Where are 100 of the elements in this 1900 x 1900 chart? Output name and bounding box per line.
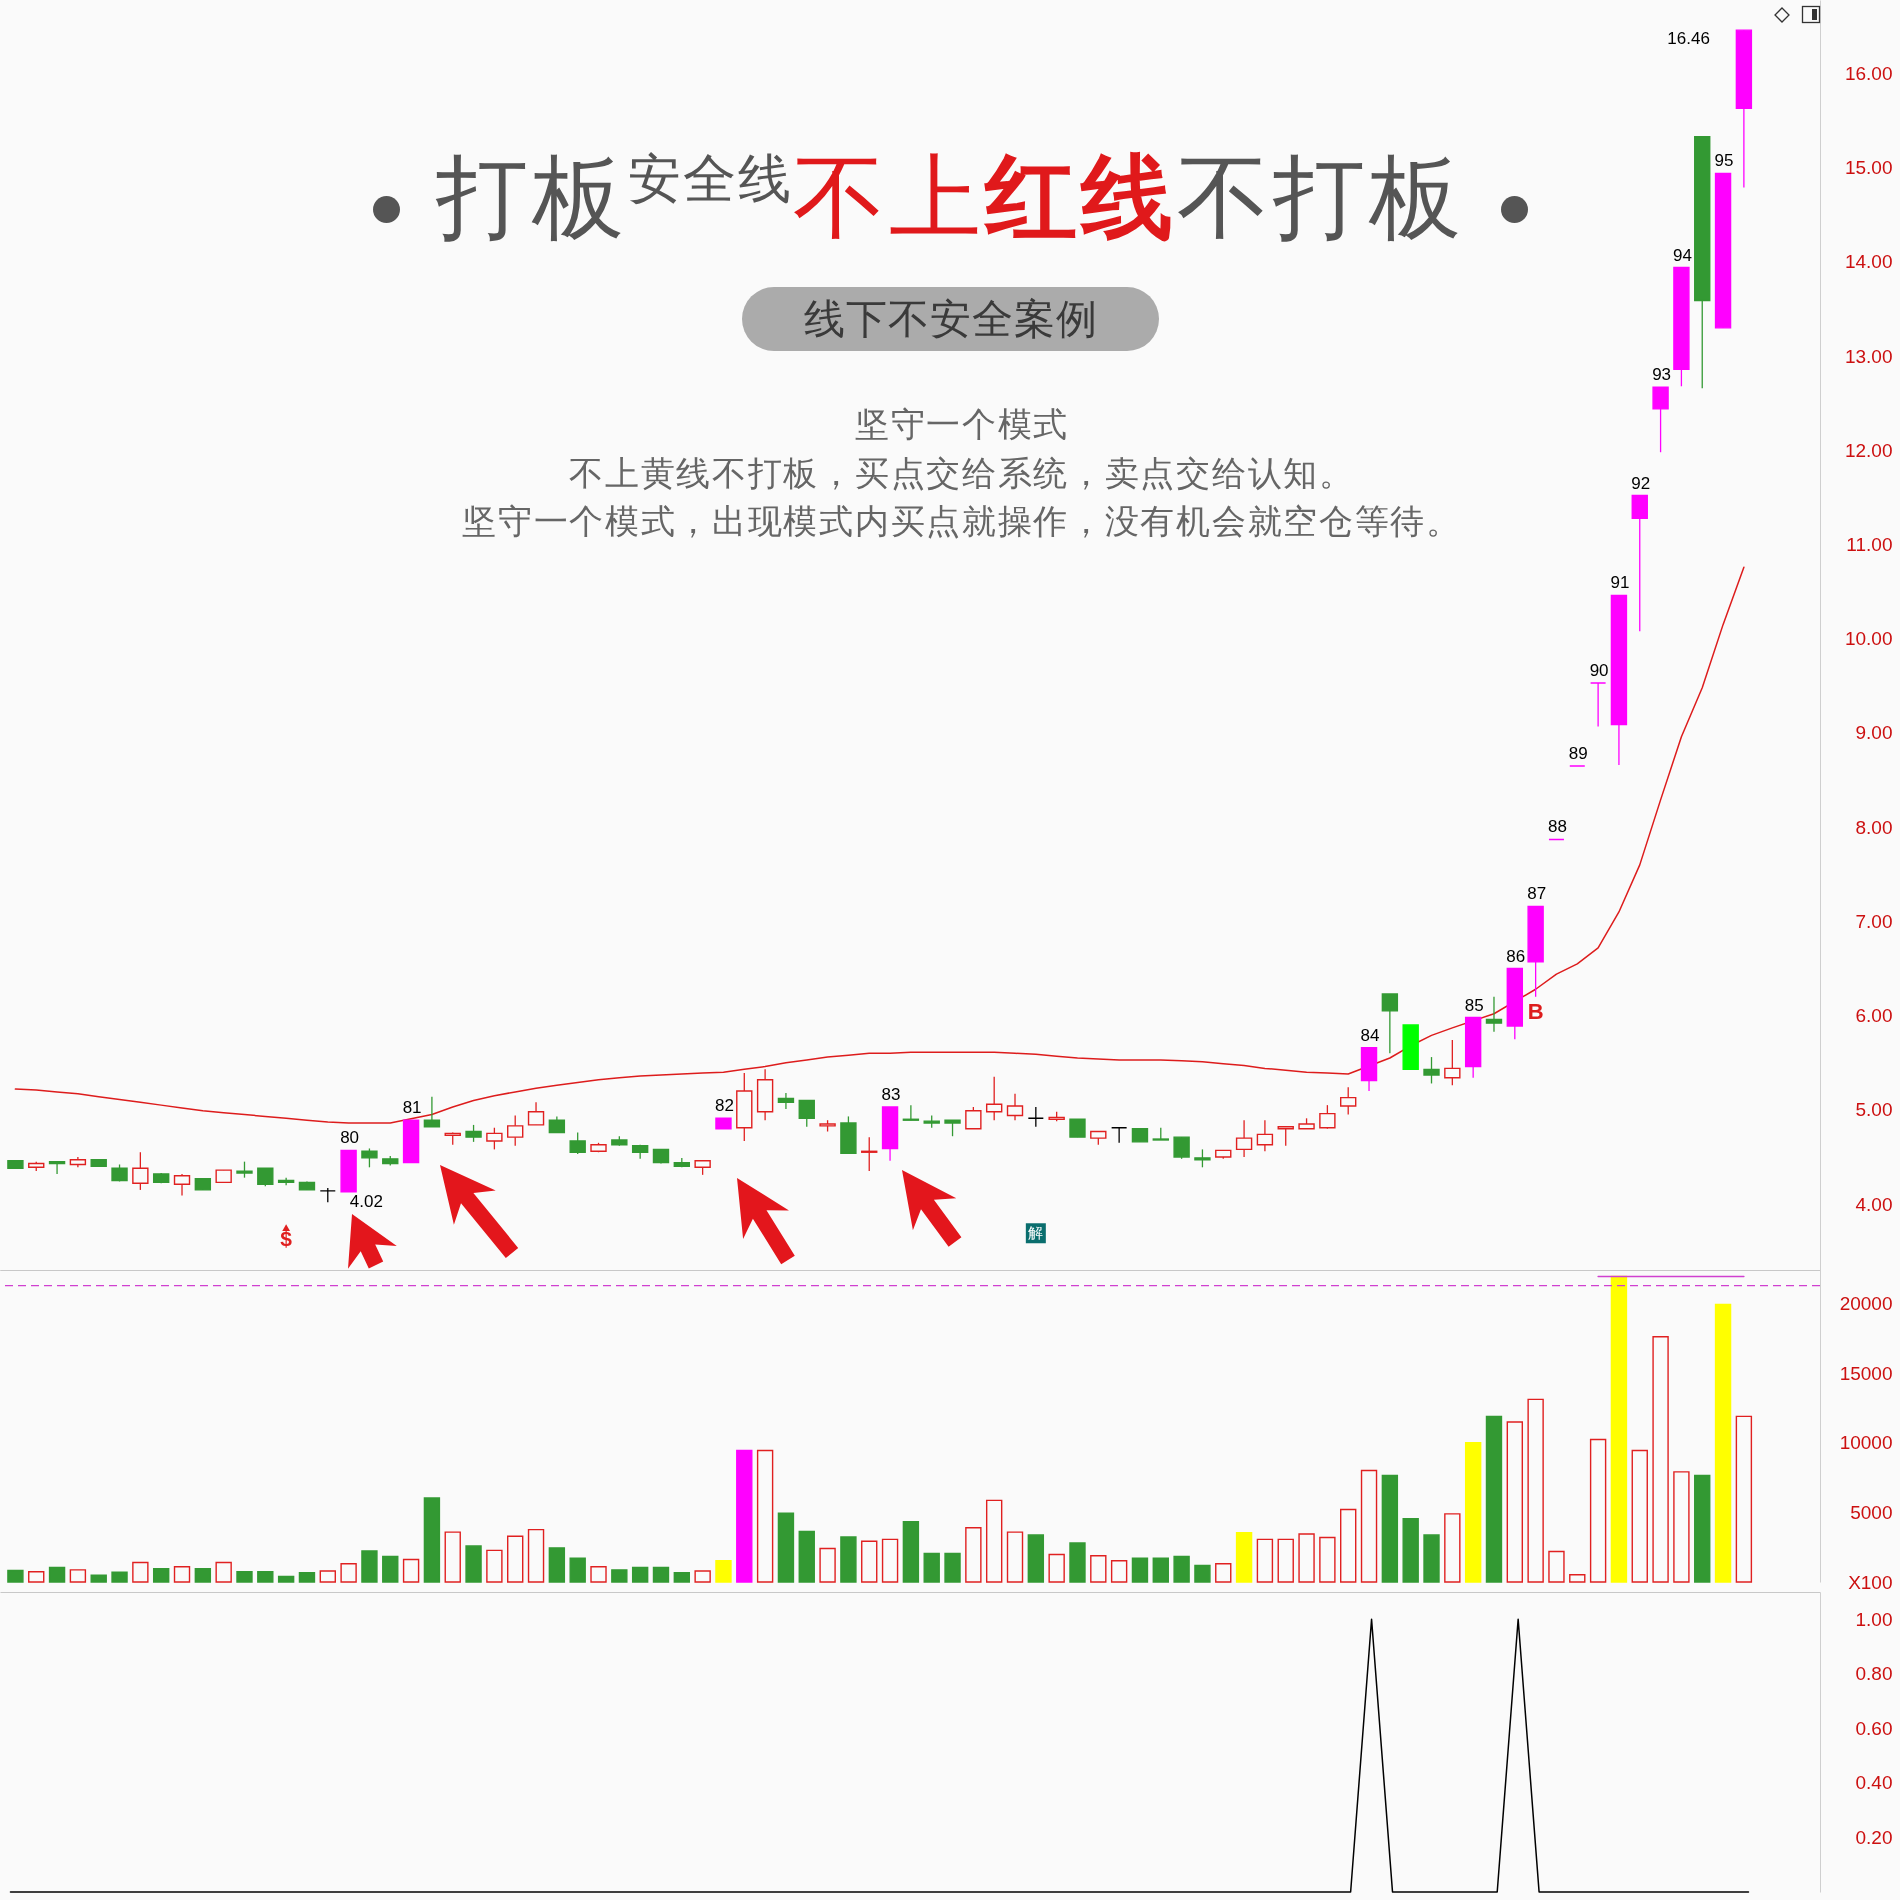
bar <box>1006 1531 1024 1583</box>
bar <box>944 1552 961 1583</box>
bar <box>1589 1438 1607 1583</box>
bar <box>1735 1415 1753 1583</box>
bar <box>1235 1531 1253 1583</box>
bar <box>1152 1557 1169 1583</box>
bar <box>985 1499 1003 1583</box>
candlestick <box>173 1173 191 1197</box>
bar <box>902 1520 920 1583</box>
candlestick <box>1110 1127 1128 1144</box>
candlestick <box>361 1147 378 1168</box>
bar <box>652 1566 670 1583</box>
y-tick-label: 11.00 <box>1846 534 1893 556</box>
y-tick-label: 5.00 <box>1855 1099 1893 1121</box>
bar <box>736 1449 753 1583</box>
bar <box>840 1536 857 1583</box>
candlestick <box>1631 494 1648 632</box>
bar <box>1506 1421 1524 1583</box>
candlestick <box>1589 682 1607 728</box>
text: 85 <box>1464 995 1484 1015</box>
bar <box>1110 1559 1128 1583</box>
y-tick-label: 7.00 <box>1855 910 1893 932</box>
bar <box>1423 1534 1440 1583</box>
y-tick-label: 13.00 <box>1844 345 1893 367</box>
bar <box>1256 1538 1274 1583</box>
candlestick <box>1444 1039 1461 1086</box>
bar <box>402 1558 420 1583</box>
bar <box>173 1566 191 1583</box>
bar <box>1631 1449 1648 1583</box>
bar <box>215 1561 232 1583</box>
candlestick <box>1381 993 1399 1054</box>
y-tick-label: 4.00 <box>1855 1193 1893 1215</box>
bar <box>465 1545 482 1583</box>
text: 89 <box>1568 743 1588 763</box>
candlestick <box>1027 1106 1045 1128</box>
bar <box>777 1512 795 1583</box>
bar <box>1090 1555 1107 1583</box>
bar <box>548 1547 566 1583</box>
candlestick <box>507 1114 524 1147</box>
annotation: 不上黄线不打板，买点交给系统，卖点交给认知。 <box>569 452 1355 493</box>
bar <box>611 1569 628 1583</box>
bar <box>340 1563 357 1583</box>
text: 88 <box>1548 817 1567 837</box>
y-tick-label: 8.00 <box>1855 816 1893 838</box>
bar <box>361 1550 378 1583</box>
bar <box>673 1572 691 1583</box>
bar <box>444 1531 461 1583</box>
bar <box>1277 1538 1294 1583</box>
text: 93 <box>1652 365 1672 385</box>
text: 81 <box>402 1098 422 1118</box>
bar <box>48 1566 66 1583</box>
bar <box>881 1538 899 1583</box>
pill-background: 线下不安全案例 <box>742 287 1159 351</box>
text: 94 <box>1672 245 1692 265</box>
bar <box>590 1566 607 1583</box>
bar <box>1360 1469 1378 1583</box>
candlestick <box>1277 1126 1294 1147</box>
bar <box>715 1559 732 1583</box>
candlestick <box>569 1131 586 1155</box>
bar <box>1610 1275 1628 1583</box>
y-tick-label: 6.00 <box>1855 1005 1893 1027</box>
bar <box>965 1527 982 1583</box>
y-tick-label: 9.00 <box>1855 722 1893 744</box>
text: 80 <box>340 1128 360 1148</box>
y-tick-label: 12.00 <box>1844 439 1893 461</box>
candlestick <box>965 1106 982 1130</box>
candlestick <box>48 1160 66 1175</box>
bar <box>1548 1550 1565 1583</box>
candlestick <box>1423 1056 1440 1085</box>
candlestick <box>1173 1136 1190 1160</box>
bar <box>1485 1415 1503 1583</box>
text: 4.02 <box>349 1192 383 1212</box>
bar <box>28 1570 45 1583</box>
candlestick <box>985 1076 1003 1121</box>
candlestick <box>1256 1119 1274 1152</box>
bar <box>1048 1553 1065 1583</box>
bar <box>756 1449 774 1583</box>
bar <box>257 1570 274 1583</box>
bar <box>152 1567 170 1583</box>
y-tick-label: 0.60 <box>1855 1717 1893 1739</box>
bar <box>1298 1533 1315 1583</box>
bar <box>69 1569 87 1583</box>
bar <box>7 1569 24 1583</box>
candlestick <box>1006 1093 1024 1121</box>
bar <box>277 1575 295 1583</box>
annotation: 坚守一个模式 <box>854 404 1070 444</box>
candlestick <box>132 1151 149 1191</box>
text: 92 <box>1631 473 1651 493</box>
bar <box>1381 1474 1399 1583</box>
bar <box>1340 1508 1357 1583</box>
bar <box>1194 1564 1211 1583</box>
bar <box>1714 1303 1732 1583</box>
bar <box>132 1561 149 1583</box>
y-tick-label: 15.00 <box>1844 157 1893 179</box>
bar <box>382 1555 399 1583</box>
line-series <box>14 566 1745 1124</box>
bar <box>819 1547 836 1583</box>
bar <box>1319 1536 1336 1583</box>
text: 95 <box>1714 151 1734 171</box>
bar <box>631 1566 649 1583</box>
